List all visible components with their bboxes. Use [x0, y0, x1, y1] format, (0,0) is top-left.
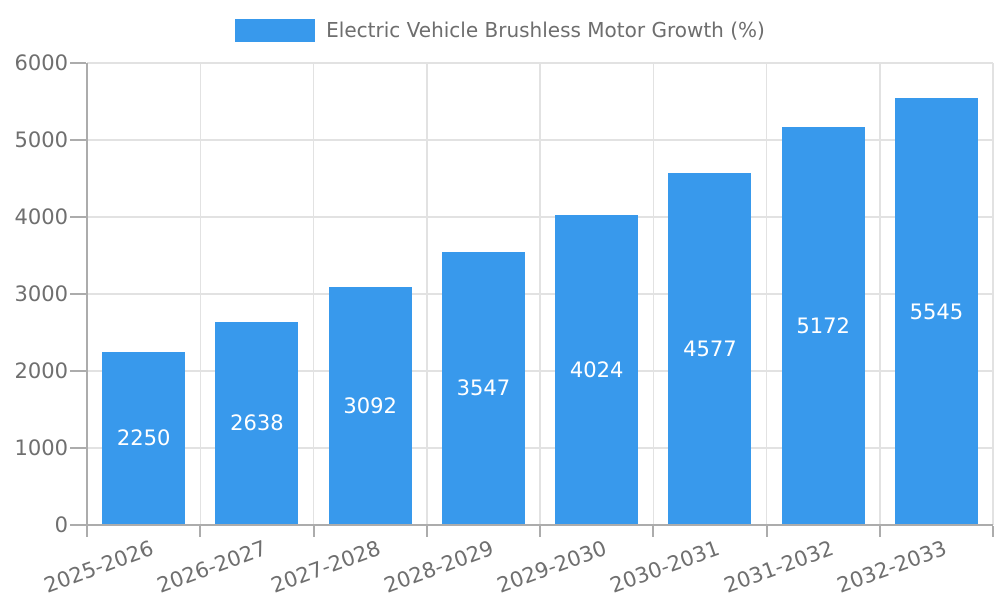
y-tick-label: 1000 [14, 436, 68, 460]
gridline-vertical [312, 63, 315, 525]
y-tick-label: 6000 [14, 51, 68, 75]
x-tick-label: 2025-2026 [41, 536, 157, 598]
legend[interactable]: Electric Vehicle Brushless Motor Growth … [0, 18, 1000, 42]
x-tick [765, 526, 768, 537]
x-tick [86, 526, 88, 537]
x-tick [312, 526, 315, 537]
bar[interactable]: 3547 [441, 251, 525, 525]
y-tick [70, 216, 86, 218]
y-tick [70, 62, 86, 64]
x-tick-label: 2026-2027 [154, 536, 271, 598]
x-tick [878, 526, 881, 537]
x-axis-line [85, 524, 993, 526]
y-tick [70, 524, 86, 526]
bar-value-label: 4577 [683, 336, 737, 361]
y-tick [70, 370, 86, 372]
y-tick [70, 293, 86, 295]
gridline-vertical [765, 63, 768, 525]
bar-value-label: 3092 [343, 393, 397, 418]
bar[interactable]: 4024 [555, 215, 639, 525]
bar-value-label: 5172 [796, 313, 850, 338]
y-axis-line [85, 63, 88, 525]
gridline-vertical [199, 63, 201, 525]
x-tick [199, 526, 202, 537]
gridline-vertical [652, 63, 654, 525]
x-tick-label: 2031-2032 [720, 536, 837, 598]
x-tick-label: 2029-2030 [494, 536, 610, 598]
bar[interactable]: 3092 [328, 286, 412, 525]
x-tick [425, 526, 428, 537]
bar-value-label: 2250 [116, 426, 171, 451]
x-tick-label: 2027-2028 [267, 536, 384, 598]
bar[interactable]: 5172 [781, 126, 865, 525]
bar-value-label: 5545 [909, 299, 964, 324]
bar-value-label: 4024 [569, 358, 624, 383]
gridline-vertical [992, 63, 994, 525]
bar[interactable]: 2638 [215, 321, 299, 525]
bar[interactable]: 4577 [668, 172, 752, 525]
x-tick [539, 526, 541, 537]
bar-value-label: 2638 [230, 411, 284, 436]
x-tick-label: 2032-2033 [833, 536, 950, 598]
bar-value-label: 3547 [456, 376, 511, 401]
y-tick-label: 4000 [14, 205, 68, 229]
gridline-vertical [879, 63, 881, 525]
legend-swatch [235, 18, 316, 42]
legend-label: Electric Vehicle Brushless Motor Growth … [326, 18, 765, 42]
y-tick-label: 5000 [14, 128, 68, 152]
bar[interactable]: 5545 [894, 98, 978, 525]
x-tick [652, 526, 655, 537]
y-tick [70, 139, 86, 141]
gridline-vertical [426, 63, 428, 525]
y-tick-label: 2000 [14, 359, 68, 383]
y-tick-label: 3000 [14, 282, 68, 306]
y-tick [70, 447, 86, 449]
bar[interactable]: 2250 [102, 351, 186, 525]
x-tick-label: 2028-2029 [380, 536, 497, 598]
x-tick-label: 2030-2031 [607, 536, 724, 598]
x-tick [992, 526, 994, 537]
y-tick-label: 0 [54, 513, 68, 537]
gridline-vertical [539, 63, 541, 525]
